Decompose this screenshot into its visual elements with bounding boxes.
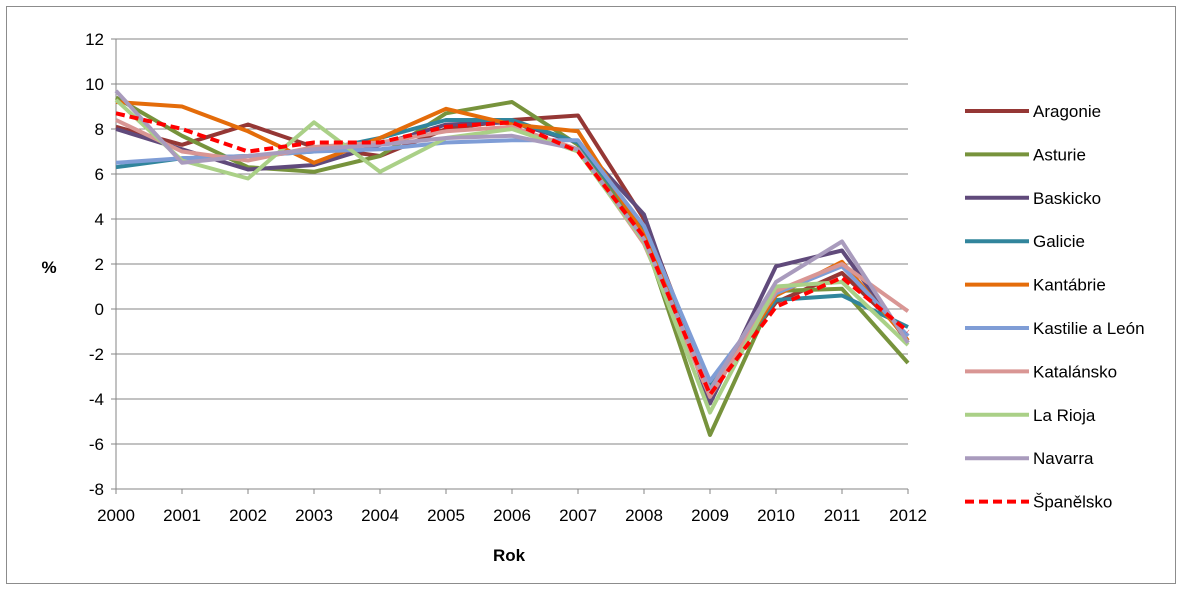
y-tick-label: 8: [95, 120, 104, 139]
series-line-asturie: [114, 95, 910, 437]
y-tick-label: -4: [89, 390, 104, 409]
x-tick-label: 2012: [889, 506, 927, 525]
legend-label: Asturie: [1033, 145, 1086, 164]
series-lines: [114, 89, 910, 437]
x-tick-label: 2004: [361, 506, 399, 525]
y-tick-label: -2: [89, 345, 104, 364]
chart-area: -8 -6 -4 -2 0 2 4 6 8 10 12 2000 2001 2002 2003 2004 20…: [6, 6, 1176, 584]
legend-label: Aragonie: [1033, 102, 1101, 121]
legend-label: Španělsko: [1033, 493, 1112, 512]
series-line-kantábrie: [115, 100, 910, 397]
x-tick-label: 2000: [97, 506, 135, 525]
legend-label: Navarra: [1033, 449, 1094, 468]
y-axis-title: %: [41, 258, 56, 277]
x-axis-title: Rok: [493, 546, 526, 565]
legend-label: Galicie: [1033, 232, 1085, 251]
x-tick-label: 2006: [493, 506, 531, 525]
legend-entry: Asturie: [965, 145, 1086, 164]
legend-label: Baskicko: [1033, 189, 1101, 208]
series-line-navarra: [114, 89, 910, 392]
y-tick-label: 6: [95, 165, 104, 184]
x-tick-label: 2003: [295, 506, 333, 525]
legend-label: Kastilie a León: [1033, 319, 1145, 338]
y-tick-label: 10: [85, 75, 104, 94]
x-tick-label: 2002: [229, 506, 267, 525]
legend-entry: La Rioja: [965, 406, 1096, 425]
x-tick-label: 2005: [427, 506, 465, 525]
series-line-la-rioja: [114, 98, 910, 415]
x-axis-tick-labels: 2000 2001 2002 2003 2004 2005 2006 2007 2008 2009…: [97, 506, 927, 525]
y-tick-label: 4: [95, 210, 104, 229]
legend-label: La Rioja: [1033, 406, 1096, 425]
series-line-baskicko: [115, 120, 910, 406]
y-tick-label: 12: [85, 30, 104, 49]
y-tick-label: 2: [95, 255, 104, 274]
y-tick-label: -8: [89, 480, 104, 499]
x-tick-label: 2009: [691, 506, 729, 525]
legend-entry: Baskicko: [965, 189, 1101, 208]
legend-entry: Španělsko: [965, 493, 1112, 512]
y-tick-label: -6: [89, 435, 104, 454]
y-tick-label: 0: [95, 300, 104, 319]
x-tick-label: 2010: [757, 506, 795, 525]
legend-entry: Katalánsko: [965, 362, 1117, 381]
series-line-katalánsko: [115, 118, 910, 399]
y-axis-tick-labels: -8 -6 -4 -2 0 2 4 6 8 10 12: [85, 30, 104, 499]
gridlines: [111, 38, 909, 494]
legend-entry: Navarra: [965, 449, 1094, 468]
x-tick-label: 2008: [625, 506, 663, 525]
x-tick-label: 2007: [559, 506, 597, 525]
legend-label: Katalánsko: [1033, 362, 1117, 381]
legend-entry: Kastilie a León: [965, 319, 1145, 338]
legend-entry: Kantábrie: [965, 276, 1106, 295]
x-tick-label: 2001: [163, 506, 201, 525]
legend-entry: Galicie: [965, 232, 1085, 251]
legend-label: Kantábrie: [1033, 276, 1106, 295]
legend-entry: Aragonie: [965, 102, 1101, 121]
x-tick-label: 2011: [824, 506, 861, 525]
legend: Aragonie Asturie Baskicko Galicie Kantábrie K…: [965, 102, 1145, 512]
